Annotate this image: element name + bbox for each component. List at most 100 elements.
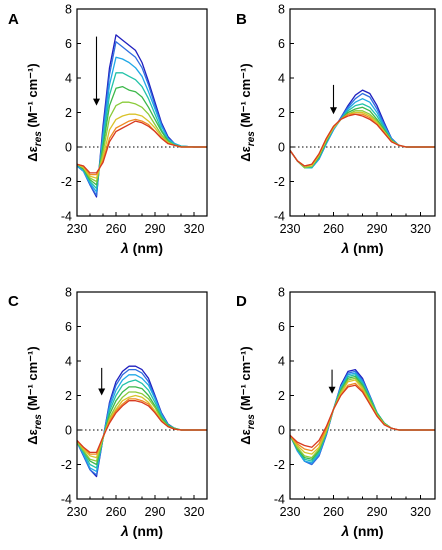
y-tick-label: 0	[65, 141, 72, 155]
panel-label: D	[236, 293, 247, 310]
x-tick-label: 290	[145, 222, 166, 236]
panel-a: A -4 -2 0 2 4 6 8 230 260 290 320 λ (nm) Δεres (M⁻¹ c…	[8, 3, 208, 256]
x-tick-label: 290	[145, 505, 166, 519]
y-tick-label: -2	[61, 175, 72, 189]
x-tick-label: 260	[323, 222, 344, 236]
series-line-3	[76, 56, 207, 193]
x-axis-label: λ (nm)	[340, 240, 383, 256]
x-axis-symbol: λ	[120, 523, 129, 539]
x-axis-label: λ (nm)	[120, 240, 163, 256]
y-tick-label: 2	[65, 389, 72, 403]
y-tick-label: -2	[274, 458, 285, 472]
y-tick-label: -4	[61, 493, 72, 507]
y-axis-unit: (M⁻¹ cm⁻¹)	[238, 346, 253, 414]
panel-c: C -4 -2 0 2 4 6 8 230 260 290 320 λ (nm) Δεres (M⁻¹ c…	[8, 286, 208, 539]
x-axis-symbol: λ	[340, 523, 349, 539]
x-tick-label: 320	[184, 222, 205, 236]
y-axis-subscript: res	[33, 414, 44, 429]
y-tick-label: 4	[278, 72, 285, 86]
y-tick-label: 0	[65, 424, 72, 438]
plot-frame	[289, 291, 436, 500]
y-tick-label: 2	[278, 106, 285, 120]
x-tick-label: 290	[367, 222, 388, 236]
y-axis-unit: (M⁻¹ cm⁻¹)	[25, 63, 40, 131]
x-tick-label: 230	[67, 505, 88, 519]
y-tick-label: 8	[278, 286, 285, 300]
panel-d: D -4 -2 0 2 4 6 8 230 260 290 320 λ (nm) Δεres (M⁻¹ c…	[236, 286, 436, 539]
x-tick-label: 320	[184, 505, 205, 519]
y-axis-symbol: Δε	[238, 146, 253, 162]
y-tick-label: 0	[278, 141, 285, 155]
y-axis-subscript: res	[246, 131, 257, 146]
y-tick-label: 8	[65, 3, 72, 17]
y-tick-label: 4	[278, 355, 285, 369]
y-tick-label: 4	[65, 72, 72, 86]
y-tick-label: 6	[65, 37, 72, 51]
y-axis-unit: (M⁻¹ cm⁻¹)	[25, 346, 40, 414]
series-line-4	[76, 72, 207, 190]
y-tick-label: 4	[65, 355, 72, 369]
series-line-7	[289, 111, 435, 167]
series-line-5	[76, 386, 207, 466]
x-tick-label: 260	[323, 505, 344, 519]
x-axis-label: λ (nm)	[120, 523, 163, 539]
panel-b: B -4 -2 0 2 4 6 8 230 260 290 320 λ (nm) Δεres (M⁻¹ c…	[236, 3, 436, 256]
panel-label: B	[236, 11, 247, 28]
series-line-8	[76, 398, 207, 455]
y-tick-label: 2	[278, 389, 285, 403]
panel-label: A	[8, 11, 19, 28]
y-tick-label: 8	[65, 286, 72, 300]
series-line-9	[76, 120, 207, 174]
series-line-7	[76, 394, 207, 459]
y-tick-label: -2	[61, 458, 72, 472]
y-tick-label: 6	[278, 37, 285, 51]
trend-arrow-head	[98, 388, 106, 396]
trend-arrow-head	[328, 386, 336, 394]
y-tick-label: 6	[278, 320, 285, 334]
series-line-8	[289, 382, 435, 452]
series-line-4	[289, 103, 435, 169]
series-line-9	[76, 400, 207, 454]
x-tick-label: 230	[280, 505, 301, 519]
series-line-9	[289, 113, 435, 167]
y-axis-subscript: res	[246, 414, 257, 429]
y-tick-label: 0	[278, 424, 285, 438]
series-line-1	[289, 89, 435, 169]
y-axis-subscript: res	[33, 131, 44, 146]
trend-arrow-head	[93, 98, 100, 106]
x-tick-label: 260	[106, 222, 127, 236]
x-axis-label: λ (nm)	[340, 523, 383, 539]
x-tick-label: 290	[367, 505, 388, 519]
series-line-2	[289, 92, 435, 169]
x-axis-unit: (nm)	[349, 523, 383, 539]
y-tick-label: -2	[274, 175, 285, 189]
y-tick-label: 8	[278, 3, 285, 17]
x-axis-symbol: λ	[120, 240, 129, 256]
y-axis-symbol: Δε	[25, 429, 40, 445]
x-tick-label: 230	[280, 222, 301, 236]
y-tick-label: 6	[65, 320, 72, 334]
x-tick-label: 320	[410, 222, 431, 236]
y-axis-symbol: Δε	[25, 146, 40, 162]
series-line-9	[289, 384, 435, 448]
trend-arrow-head	[330, 107, 337, 115]
series-line-6	[289, 110, 435, 169]
y-axis-label: Δεres (M⁻¹ cm⁻¹)	[25, 346, 44, 444]
y-tick-label: -4	[61, 210, 72, 224]
series-line-8	[289, 113, 435, 167]
series-line-6	[76, 101, 207, 183]
y-axis-label: Δεres (M⁻¹ cm⁻¹)	[238, 346, 257, 444]
panel-label: C	[8, 293, 19, 310]
x-axis-unit: (nm)	[349, 240, 383, 256]
x-axis-symbol: λ	[340, 240, 349, 256]
y-axis-symbol: Δε	[238, 429, 253, 445]
x-tick-label: 230	[67, 222, 88, 236]
y-axis-label: Δεres (M⁻¹ cm⁻¹)	[25, 63, 44, 161]
x-axis-unit: (nm)	[129, 523, 163, 539]
y-tick-label: -4	[274, 493, 285, 507]
y-tick-label: 2	[65, 106, 72, 120]
y-tick-label: -4	[274, 210, 285, 224]
x-tick-label: 320	[410, 505, 431, 519]
x-tick-label: 260	[106, 505, 127, 519]
